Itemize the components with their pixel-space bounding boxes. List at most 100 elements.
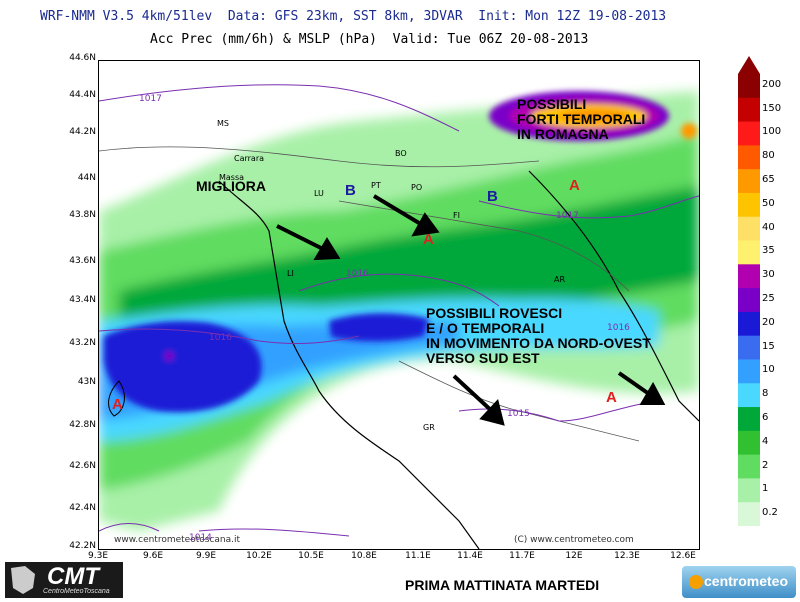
high-pressure-marker: A (423, 231, 434, 248)
lat-tick-label: 43.6N (69, 256, 96, 266)
colorbar-label: 10 (762, 364, 775, 376)
lat-tick-label: 42.4N (69, 503, 96, 513)
colorbar-label: 40 (762, 221, 775, 233)
cmt-logo-text: CMT (47, 563, 99, 590)
colorbar-label: 4 (762, 435, 769, 447)
city-label: LI (287, 269, 294, 278)
colorbar-arrow (738, 56, 760, 74)
colorbar-swatch (738, 169, 760, 194)
high-pressure-marker: A (606, 389, 617, 406)
city-label: PO (411, 183, 423, 192)
isobar-label: 1015 (507, 409, 530, 419)
city-label: LU (314, 189, 324, 198)
colorbar-swatch (738, 311, 760, 337)
lon-tick-label: 12.6E (670, 551, 696, 561)
annotation-line: E / O TEMPORALI (426, 320, 545, 336)
isobar-label: 1016 (607, 323, 630, 333)
lat-tick-label: 44.6N (69, 53, 96, 63)
low-pressure-marker: B (345, 182, 356, 199)
annotation-line: POSSIBILI ROVESCI (426, 305, 563, 321)
colorbar-label: 0.2 (762, 507, 778, 519)
city-label: Massa (219, 173, 245, 182)
cmt-logo-subtext: CentroMeteoToscana (43, 588, 110, 595)
isobar-label: 1014 (189, 533, 212, 543)
lat-tick-label: 42.6N (69, 461, 96, 471)
annotation-line: IN ROMAGNA (517, 126, 609, 142)
isobar-label: 1017 (556, 211, 579, 221)
city-label: MS (217, 119, 229, 128)
lat-tick-label: 43.4N (69, 295, 96, 305)
city-label: BO (395, 149, 407, 158)
low-pressure-marker: B (487, 188, 498, 205)
colorbar-swatch (738, 192, 760, 218)
lon-tick-label: 12E (565, 551, 583, 561)
high-pressure-marker: A (569, 177, 580, 194)
annotation-migliora: MIGLIORA (196, 178, 266, 194)
colorbar-label: 8 (762, 388, 769, 400)
city-label: GR (423, 423, 435, 432)
city-label: AR (554, 275, 566, 284)
isobar-label: 1016 (209, 333, 232, 343)
precipitation-colorbar (738, 56, 760, 526)
lat-tick-label: 44.4N (69, 90, 96, 100)
model-info-title: WRF-NMM V3.5 4km/51lev Data: GFS 23km, S… (40, 9, 667, 24)
colorbar-swatch (738, 264, 760, 289)
colorbar-label: 80 (762, 150, 775, 162)
colorbar-swatch (738, 335, 760, 360)
colorbar-label: 25 (762, 293, 775, 304)
centrometeo-logo-text: centrometeo (704, 573, 789, 589)
colorbar-label: 15 (762, 340, 775, 352)
colorbar-swatch (738, 216, 760, 242)
lon-tick-label: 12.3E (614, 551, 640, 561)
colorbar-label: 50 (762, 197, 775, 209)
watermark-right: (C) www.centrometeo.com (514, 535, 634, 545)
lon-tick-label: 11.7E (509, 551, 535, 561)
annotation-line: POSSIBILI (517, 96, 587, 112)
colorbar-swatch (738, 430, 760, 456)
city-label: PT (371, 181, 381, 190)
lat-tick-label: 43.2N (69, 338, 96, 348)
lat-tick-label: 43N (77, 377, 96, 387)
colorbar-swatch (738, 97, 760, 123)
colorbar-swatch (738, 74, 760, 99)
lon-tick-label: 9.6E (143, 551, 163, 561)
isobar-label: 1017 (139, 94, 162, 104)
colorbar-label: 1 (762, 483, 769, 495)
lat-tick-label: 44N (77, 173, 96, 183)
colorbar-swatch (738, 478, 760, 503)
high-pressure-marker: A (112, 396, 123, 413)
colorbar-swatch (738, 502, 760, 526)
lon-tick-label: 11.1E (405, 551, 431, 561)
lon-tick-label: 10.2E (246, 551, 272, 561)
colorbar-swatch (738, 288, 760, 313)
cmt-logo: CMT CentroMeteoToscana (5, 562, 123, 598)
annotation-line: FORTI TEMPORALI (517, 111, 646, 127)
lon-tick-label: 11.4E (457, 551, 483, 561)
lat-tick-label: 42.2N (69, 541, 96, 551)
city-label: FI (453, 211, 460, 220)
tuscany-map-icon (11, 566, 35, 594)
colorbar-swatch (738, 383, 760, 408)
colorbar-swatch (738, 121, 760, 146)
colorbar-label: 20 (762, 316, 775, 328)
sun-icon (689, 575, 703, 589)
colorbar-label: 2 (762, 459, 769, 471)
precipitation-field (99, 84, 699, 549)
colorbar-label: 35 (762, 245, 775, 257)
lon-tick-label: 10.8E (351, 551, 377, 561)
lon-tick-label: 9.3E (88, 551, 108, 561)
isobar-label: 1016 (346, 269, 369, 279)
colorbar-label: 100 (762, 126, 782, 138)
annotation-line: VERSO SUD EST (426, 350, 540, 366)
centrometeo-logo: centrometeo (682, 566, 796, 598)
field-valid-title: Acc Prec (mm/6h) & MSLP (hPa) Valid: Tue… (150, 32, 589, 47)
annotation-showers: POSSIBILI ROVESCI E / O TEMPORALI IN MOV… (426, 306, 651, 366)
colorbar-swatch (738, 145, 760, 170)
lon-tick-label: 9.9E (196, 551, 216, 561)
colorbar-label: 65 (762, 174, 775, 186)
lat-tick-label: 44.2N (69, 127, 96, 137)
colorbar-label: 30 (762, 269, 775, 281)
annotation-line: IN MOVIMENTO DA NORD-OVEST (426, 335, 651, 351)
colorbar-label: 150 (762, 102, 782, 114)
lat-tick-label: 43.8N (69, 210, 96, 220)
